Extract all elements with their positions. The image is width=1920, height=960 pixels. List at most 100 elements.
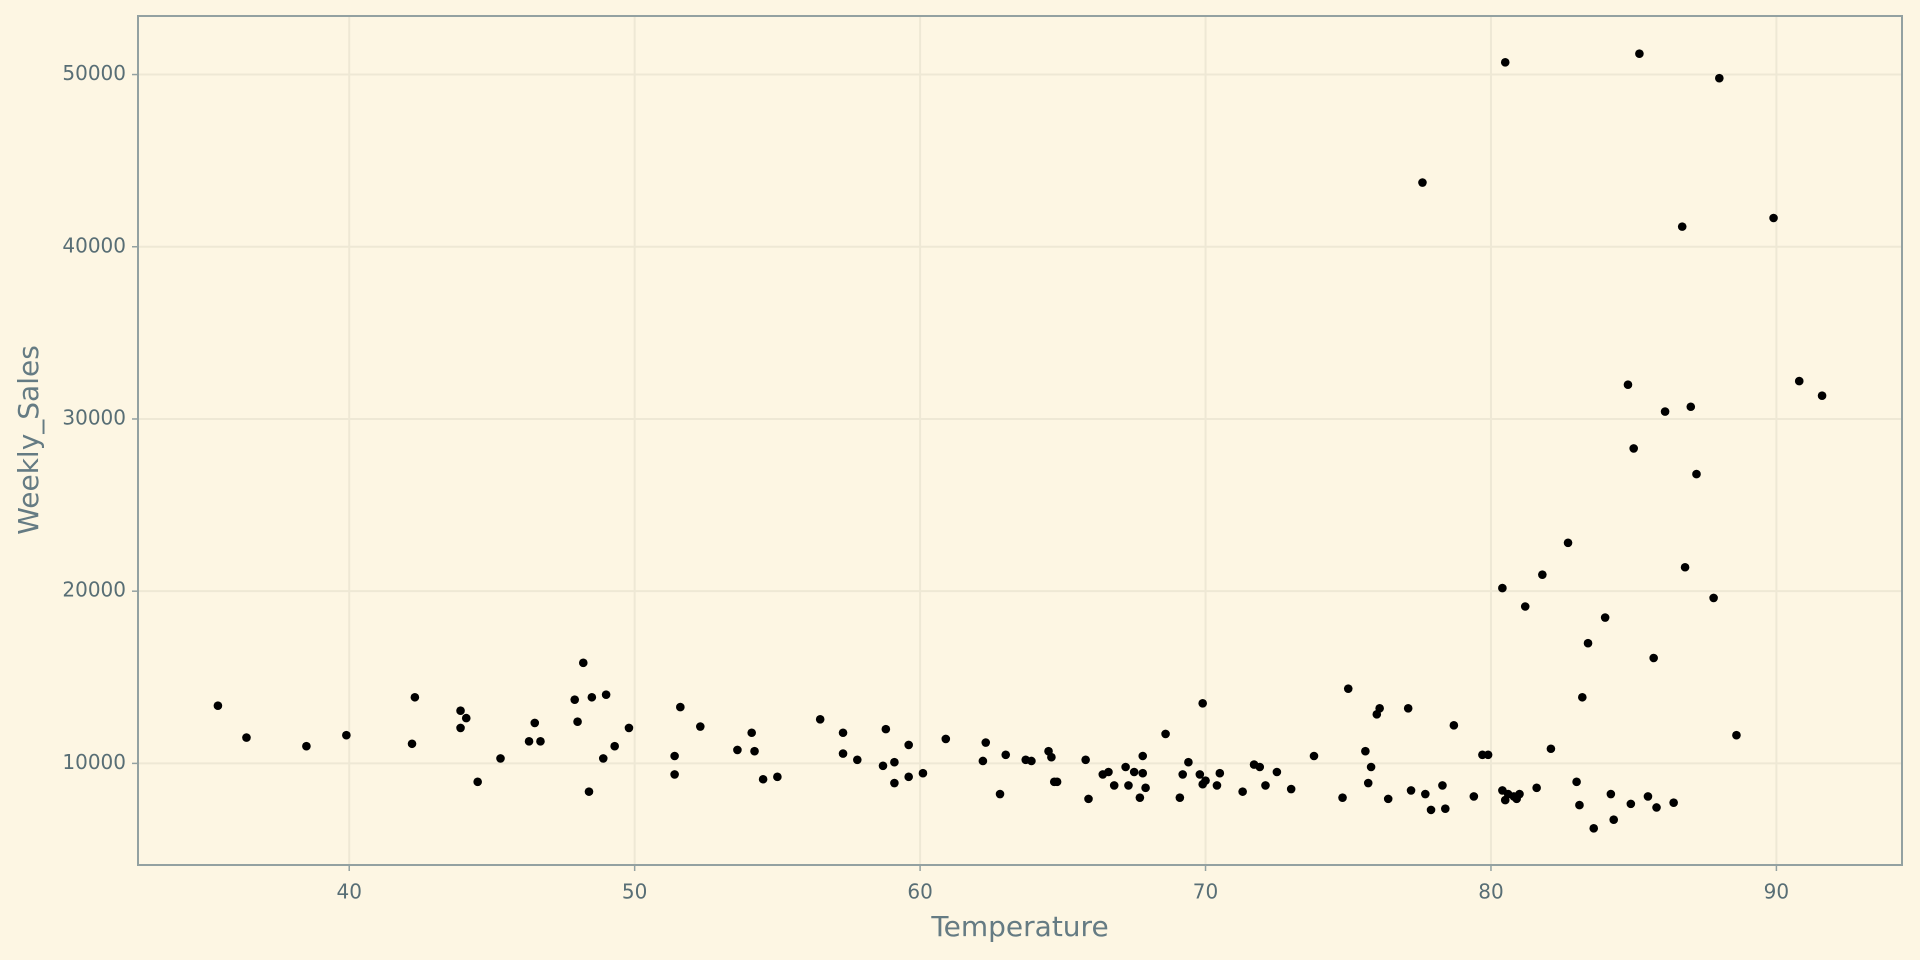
point xyxy=(1469,792,1479,801)
point xyxy=(1052,777,1062,787)
point xyxy=(1138,768,1148,778)
y-tick-label: 50000 xyxy=(62,61,126,85)
x-tick-label: 50 xyxy=(622,880,647,904)
point xyxy=(1709,593,1718,603)
point xyxy=(1255,762,1265,772)
y-tick-label: 40000 xyxy=(62,233,126,257)
point xyxy=(536,737,545,746)
point xyxy=(1309,751,1319,761)
point xyxy=(1589,824,1599,833)
point xyxy=(1406,786,1416,795)
point xyxy=(1680,562,1690,572)
point xyxy=(670,751,679,761)
point xyxy=(904,772,913,782)
point xyxy=(733,745,742,755)
point xyxy=(1363,778,1373,788)
point xyxy=(1375,703,1384,713)
point xyxy=(1732,730,1741,740)
point xyxy=(1626,799,1636,809)
x-tick-label: 80 xyxy=(1478,880,1503,904)
point xyxy=(941,734,951,744)
point xyxy=(456,723,465,733)
point xyxy=(881,724,891,734)
point xyxy=(496,754,505,763)
point xyxy=(213,701,223,711)
point xyxy=(676,702,685,712)
x-tick-label: 40 xyxy=(336,880,361,904)
point xyxy=(1109,781,1119,790)
point xyxy=(670,770,679,779)
point xyxy=(1215,768,1225,778)
point xyxy=(524,737,534,746)
point xyxy=(1403,703,1413,713)
point xyxy=(1129,767,1139,777)
point xyxy=(1124,781,1133,790)
point xyxy=(1135,793,1145,802)
grid xyxy=(138,16,1902,865)
point xyxy=(1198,779,1207,789)
point xyxy=(1677,222,1687,231)
point xyxy=(1643,792,1653,801)
y-tick-label: 30000 xyxy=(62,405,126,429)
point xyxy=(890,778,899,788)
points xyxy=(213,49,1827,833)
point xyxy=(1138,751,1148,761)
point xyxy=(1027,756,1036,766)
point xyxy=(578,658,588,668)
point xyxy=(1047,752,1056,762)
point xyxy=(1660,407,1670,416)
point xyxy=(1449,721,1459,730)
point xyxy=(1184,757,1193,767)
x-tick-label: 90 xyxy=(1764,880,1789,904)
point xyxy=(1421,789,1430,799)
point xyxy=(918,768,928,778)
point xyxy=(1441,804,1450,813)
point xyxy=(853,755,862,765)
point xyxy=(1649,653,1658,663)
point xyxy=(981,738,991,747)
point xyxy=(1635,49,1644,59)
point xyxy=(815,715,825,724)
point xyxy=(573,717,582,727)
point xyxy=(758,774,768,784)
x-axis-title: Temperature xyxy=(930,910,1108,943)
point xyxy=(587,692,597,702)
point xyxy=(473,777,482,787)
point xyxy=(1600,613,1610,622)
point xyxy=(1195,770,1205,779)
point xyxy=(1794,376,1804,386)
point xyxy=(696,722,705,731)
point xyxy=(747,728,756,738)
point xyxy=(1572,777,1581,787)
point xyxy=(1686,402,1696,412)
point xyxy=(1583,638,1593,648)
point xyxy=(1426,805,1436,815)
x-tick-label: 70 xyxy=(1193,880,1218,904)
point xyxy=(1498,583,1507,593)
point xyxy=(1652,803,1661,812)
point xyxy=(1084,794,1093,804)
point xyxy=(624,723,634,733)
point xyxy=(1161,729,1170,739)
point xyxy=(456,706,465,715)
point xyxy=(1418,178,1427,187)
y-tick-label: 20000 xyxy=(62,578,126,602)
point xyxy=(530,718,540,728)
point xyxy=(1366,762,1376,772)
point xyxy=(410,692,420,702)
point xyxy=(584,787,594,796)
point xyxy=(1121,762,1130,772)
point xyxy=(750,746,759,756)
plot-border xyxy=(137,15,1903,866)
point xyxy=(1538,570,1547,579)
point xyxy=(1438,781,1447,790)
point xyxy=(838,749,848,758)
y-axis-title: Weekly_Sales xyxy=(12,345,45,535)
point xyxy=(461,713,471,723)
point xyxy=(1563,538,1573,548)
point xyxy=(995,789,1005,799)
point xyxy=(1546,744,1556,754)
point xyxy=(1500,58,1510,67)
point xyxy=(1361,746,1370,756)
